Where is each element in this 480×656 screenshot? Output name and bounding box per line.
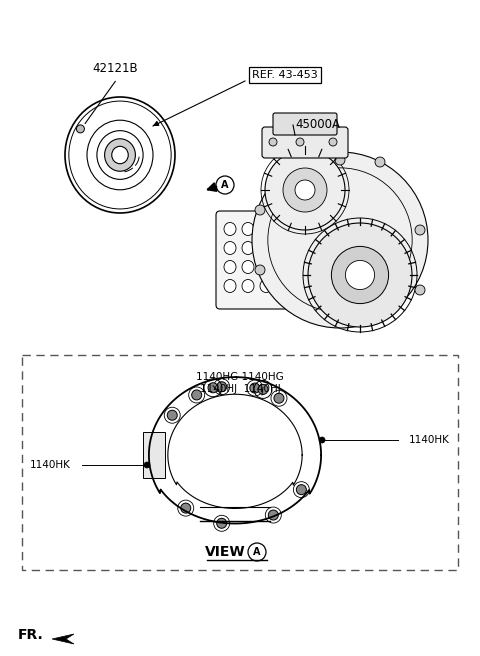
Circle shape	[296, 138, 304, 146]
Circle shape	[295, 180, 315, 200]
Ellipse shape	[112, 146, 128, 164]
Circle shape	[167, 410, 177, 420]
FancyBboxPatch shape	[262, 127, 348, 158]
Ellipse shape	[260, 241, 272, 255]
Text: FR.: FR.	[18, 628, 44, 642]
Text: 45000A: 45000A	[295, 119, 340, 131]
Circle shape	[283, 168, 327, 212]
Circle shape	[296, 485, 306, 495]
Circle shape	[346, 260, 374, 289]
Ellipse shape	[224, 222, 236, 236]
Circle shape	[181, 503, 191, 513]
Text: A: A	[253, 547, 261, 557]
Circle shape	[255, 265, 265, 275]
Ellipse shape	[224, 260, 236, 274]
Polygon shape	[52, 634, 74, 644]
Circle shape	[335, 155, 345, 165]
Ellipse shape	[260, 279, 272, 293]
Circle shape	[415, 285, 425, 295]
Text: 1140HG 1140HG: 1140HG 1140HG	[196, 372, 284, 382]
Circle shape	[331, 247, 389, 304]
FancyBboxPatch shape	[273, 113, 337, 135]
Text: REF. 43-453: REF. 43-453	[252, 70, 318, 80]
Circle shape	[269, 138, 277, 146]
Ellipse shape	[242, 241, 254, 255]
Ellipse shape	[224, 241, 236, 255]
Circle shape	[268, 510, 278, 520]
Ellipse shape	[224, 279, 236, 293]
Text: VIEW: VIEW	[204, 545, 245, 559]
Circle shape	[258, 384, 268, 394]
Circle shape	[375, 157, 385, 167]
Circle shape	[144, 462, 150, 468]
Circle shape	[216, 382, 227, 392]
Text: 42121B: 42121B	[92, 62, 138, 75]
Ellipse shape	[260, 260, 272, 274]
Text: 1140HJ  1140HJ: 1140HJ 1140HJ	[200, 384, 280, 394]
Circle shape	[216, 518, 227, 528]
Circle shape	[274, 393, 284, 403]
Circle shape	[265, 150, 345, 230]
Circle shape	[255, 205, 265, 215]
Circle shape	[250, 383, 260, 393]
Ellipse shape	[105, 139, 135, 171]
Circle shape	[208, 382, 218, 393]
Ellipse shape	[242, 260, 254, 274]
Ellipse shape	[242, 279, 254, 293]
Ellipse shape	[242, 222, 254, 236]
Ellipse shape	[260, 222, 272, 236]
Text: A: A	[221, 180, 229, 190]
FancyBboxPatch shape	[143, 432, 165, 478]
Circle shape	[329, 138, 337, 146]
Text: 1140HK: 1140HK	[30, 460, 71, 470]
Circle shape	[319, 437, 325, 443]
FancyBboxPatch shape	[216, 211, 294, 309]
Circle shape	[76, 125, 84, 133]
Circle shape	[308, 223, 412, 327]
Circle shape	[192, 390, 202, 400]
Circle shape	[415, 225, 425, 235]
Circle shape	[252, 152, 428, 328]
Text: 1140HK: 1140HK	[409, 435, 450, 445]
